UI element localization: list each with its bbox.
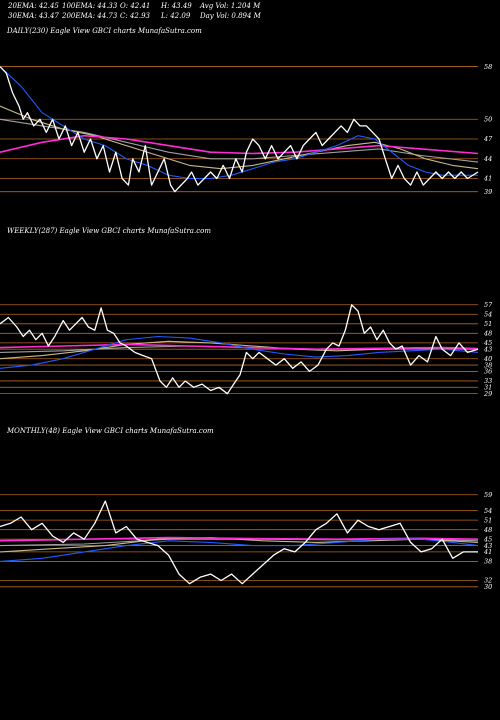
monthly-y-tick-label: 48: [483, 526, 492, 534]
weekly-y-tick-label: 54: [484, 310, 492, 318]
monthly-y-tick-label: 54: [484, 507, 492, 515]
daily-chart-title: DAILY(230) Eagle View GBCI charts Munafa…: [7, 27, 202, 35]
monthly-y-tick-label: 51: [484, 516, 492, 524]
weekly-y-tick-label: 57: [484, 301, 493, 309]
daily-ema-long-line: [0, 118, 479, 163]
monthly-y-tick-label: 30: [484, 583, 492, 590]
ema20-label: 20EMA: 42.45: [8, 2, 59, 10]
weekly-price-line: [0, 304, 479, 395]
weekly-y-tick-label: 43: [483, 345, 492, 353]
close-label: C: 42.93: [120, 12, 150, 20]
weekly-y-tick-label: 51: [484, 320, 492, 328]
weekly-ema-short-line: [0, 335, 479, 369]
weekly-y-tick-label: 48: [483, 330, 492, 338]
weekly-chart-title: WEEKLY(287) Eagle View GBCI charts Munaf…: [7, 227, 211, 235]
monthly-y-tick-label: 43: [483, 542, 492, 550]
weekly-y-tick-label: 33: [484, 377, 492, 385]
high-label: H: 43.49: [161, 2, 192, 10]
open-label: O: 42.41: [120, 2, 151, 10]
daily-y-tick-label: 44: [483, 155, 492, 163]
monthly-y-tick-label: 41: [483, 548, 492, 556]
monthly-ema-short-line: [0, 538, 479, 562]
daily-y-tick-label: 47: [483, 135, 493, 143]
daily-y-tick-label: 50: [484, 115, 492, 123]
monthly-y-tick-label: 38: [484, 558, 492, 566]
daily-ema-200-line: [0, 134, 479, 155]
weekly-ema-200-line: [0, 343, 479, 350]
monthly-y-tick-label: 45: [483, 535, 492, 543]
daily-y-tick-label: 41: [483, 175, 492, 183]
monthly-price-line: [0, 500, 478, 585]
ema200-label: 200EMA: 44.73: [62, 12, 118, 20]
daily-ema-short-line: [0, 66, 478, 180]
daily-ema-mid-line: [0, 105, 479, 170]
daily-y-tick-label: 39: [484, 188, 492, 195]
daily-chart: 58 50 47 44 41 39: [0, 63, 493, 195]
weekly-y-tick-label: 31: [484, 384, 492, 392]
monthly-y-tick-label: 59: [484, 491, 492, 499]
monthly-chart-title: MONTHLY(48) Eagle View GBCI charts Munaf…: [7, 427, 214, 435]
dayvol-label: Day Vol: 0.894 M: [200, 12, 261, 20]
weekly-y-tick-label: 38: [484, 361, 492, 369]
daily-y-tick-label: 58: [484, 63, 492, 71]
weekly-y-tick-label: 29: [483, 390, 492, 398]
weekly-y-tick-label: 45: [483, 339, 492, 347]
weekly-y-tick-label: 40: [483, 355, 492, 363]
ema100-label: 100EMA: 44.33: [62, 2, 118, 10]
monthly-y-tick-label: 32: [484, 577, 492, 585]
low-label: L: 42.09: [161, 12, 191, 20]
ema30-label: 30EMA: 43.47: [8, 12, 59, 20]
avgvol-label: Avg Vol: 1.204 M: [200, 2, 261, 10]
weekly-y-tick-label: 36: [484, 368, 492, 376]
daily-price-line: [0, 66, 479, 193]
